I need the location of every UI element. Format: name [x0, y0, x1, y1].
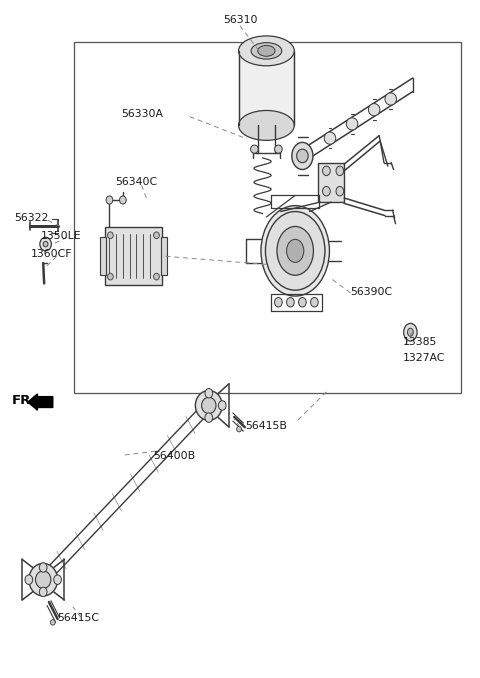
Ellipse shape: [40, 237, 51, 251]
Text: 56340C: 56340C: [115, 177, 157, 186]
Bar: [318, 163, 344, 202]
Ellipse shape: [369, 104, 380, 116]
Ellipse shape: [154, 232, 159, 239]
Bar: [239, 51, 294, 125]
Ellipse shape: [323, 166, 330, 176]
Ellipse shape: [408, 328, 413, 336]
Text: 56390C: 56390C: [350, 287, 393, 296]
Text: 56322: 56322: [14, 214, 49, 223]
Text: 56400B: 56400B: [154, 451, 196, 460]
Ellipse shape: [347, 118, 358, 130]
Ellipse shape: [275, 145, 282, 153]
Bar: [74, 42, 461, 393]
Ellipse shape: [336, 166, 344, 176]
Ellipse shape: [108, 273, 113, 280]
Ellipse shape: [324, 132, 336, 144]
Ellipse shape: [43, 241, 48, 247]
Ellipse shape: [195, 391, 222, 420]
Ellipse shape: [106, 196, 113, 204]
Ellipse shape: [108, 232, 113, 239]
Ellipse shape: [297, 149, 308, 163]
Ellipse shape: [39, 563, 47, 572]
Ellipse shape: [25, 575, 33, 584]
Ellipse shape: [258, 45, 275, 56]
Text: 1360CF: 1360CF: [31, 250, 72, 259]
Ellipse shape: [239, 36, 294, 66]
Ellipse shape: [323, 186, 330, 196]
FancyArrow shape: [28, 394, 53, 410]
Text: 56310: 56310: [223, 16, 257, 25]
Ellipse shape: [205, 388, 213, 398]
Ellipse shape: [404, 323, 417, 341]
Ellipse shape: [29, 563, 58, 596]
Ellipse shape: [311, 298, 318, 307]
Bar: [161, 237, 167, 275]
Ellipse shape: [251, 145, 258, 153]
Ellipse shape: [120, 196, 126, 204]
Ellipse shape: [265, 212, 325, 290]
Ellipse shape: [277, 226, 313, 275]
Ellipse shape: [237, 426, 241, 432]
Ellipse shape: [50, 620, 55, 625]
Text: 56415B: 56415B: [245, 421, 287, 431]
Bar: [105, 227, 162, 285]
Ellipse shape: [336, 186, 344, 196]
Ellipse shape: [54, 575, 61, 584]
Ellipse shape: [287, 298, 294, 307]
Ellipse shape: [218, 401, 226, 410]
Ellipse shape: [299, 298, 306, 307]
Ellipse shape: [39, 587, 47, 597]
Ellipse shape: [36, 571, 51, 589]
Text: 56330A: 56330A: [121, 109, 163, 119]
Ellipse shape: [292, 142, 313, 170]
Ellipse shape: [205, 413, 213, 422]
Ellipse shape: [251, 43, 282, 59]
Bar: [100, 237, 106, 275]
Ellipse shape: [239, 111, 294, 140]
Ellipse shape: [261, 205, 329, 296]
Ellipse shape: [287, 239, 304, 262]
Ellipse shape: [154, 273, 159, 280]
Text: 56415C: 56415C: [58, 614, 100, 623]
Text: 13385: 13385: [403, 338, 438, 347]
Ellipse shape: [385, 93, 396, 105]
Ellipse shape: [202, 397, 216, 414]
Text: 1327AC: 1327AC: [403, 353, 445, 363]
Text: FR.: FR.: [12, 393, 37, 407]
Text: 1350LE: 1350LE: [41, 231, 82, 241]
Ellipse shape: [275, 298, 282, 307]
